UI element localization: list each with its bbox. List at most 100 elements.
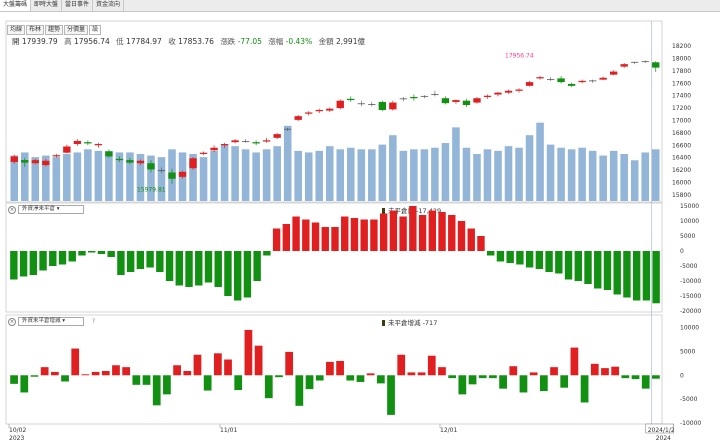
- candle-body: [347, 98, 355, 101]
- oi-bar: [156, 251, 164, 272]
- tab-realtime-market[interactable]: 即時大盤: [31, 0, 63, 11]
- oi-change-bar: [275, 375, 283, 378]
- oi-change-bar: [468, 375, 477, 385]
- oi-bar: [117, 251, 125, 275]
- candle-body: [42, 160, 50, 166]
- volume-bar: [588, 150, 597, 201]
- indicator-select[interactable]: 外資未平倉增減 ▾: [18, 317, 84, 326]
- panel2-header: × 外資淨未平倉 ▾: [8, 205, 84, 214]
- close-value: 17853.76: [178, 37, 214, 46]
- oi-bar: [545, 251, 553, 272]
- oi-change-bar: [417, 372, 426, 376]
- candle-body: [483, 95, 492, 97]
- tab-fund-flow[interactable]: 資金流向: [93, 0, 125, 11]
- volume-bar: [599, 155, 607, 201]
- oi-bar: [39, 251, 47, 271]
- oi-change-bar: [213, 353, 222, 376]
- oi-tick-label: -15000: [680, 293, 701, 300]
- candle-body: [452, 100, 460, 102]
- volume-bar: [641, 152, 650, 201]
- indicator-select[interactable]: 外資淨未平倉 ▾: [18, 205, 84, 214]
- panel3-legend: 未平倉增減 -717: [382, 317, 437, 327]
- close-icon[interactable]: ×: [8, 317, 16, 326]
- oi-bar: [399, 216, 407, 251]
- oi-change-bar: [50, 371, 59, 376]
- oi-change-bar: [173, 365, 181, 376]
- oi-change-bar: [407, 372, 416, 376]
- oi-change-bar: [570, 347, 579, 376]
- high-label: 高: [64, 37, 72, 46]
- oi-bar: [652, 251, 660, 304]
- volume-bar: [210, 150, 218, 201]
- oi-bar: [535, 251, 544, 269]
- subtab-ma[interactable]: 均線: [7, 25, 26, 35]
- oi-bar: [29, 251, 38, 275]
- volume-bar: [620, 154, 628, 201]
- oi-change-bar: [621, 375, 630, 379]
- close-label: 收: [168, 37, 176, 46]
- price-tick-label: 18000: [672, 56, 691, 63]
- oi-bar: [603, 251, 612, 290]
- oi-bar: [88, 251, 96, 253]
- volume-bar: [10, 155, 19, 201]
- subtab-settings[interactable]: 設: [89, 25, 102, 35]
- pct-label: 漲幅: [268, 37, 284, 46]
- oi-bar: [68, 251, 76, 262]
- candle-body: [262, 140, 271, 142]
- candle-body: [63, 146, 71, 153]
- candle-body: [652, 62, 660, 68]
- close-icon[interactable]: ×: [8, 205, 16, 214]
- oi-bar: [146, 251, 154, 268]
- oi-bar: [438, 212, 446, 251]
- oi-change-bar: [376, 375, 385, 384]
- legend-swatch: [382, 208, 385, 214]
- oi-change-bar: [305, 375, 314, 390]
- help-icon[interactable]: ?: [92, 318, 96, 325]
- candle-body: [52, 155, 61, 157]
- volume-bar: [431, 147, 439, 201]
- volume-bar: [441, 143, 450, 201]
- subtab-volume-profile[interactable]: 分價量: [64, 25, 89, 35]
- candle-body: [147, 163, 155, 170]
- oi-tick-label: -5000: [680, 263, 698, 270]
- candle-body: [494, 92, 502, 95]
- oi-change-bar: [183, 370, 192, 376]
- candle-body: [231, 140, 239, 143]
- x-tick-label: 12/01: [440, 427, 457, 434]
- tab-daily-events[interactable]: 當日事件: [62, 0, 94, 11]
- oi-bar: [185, 251, 193, 287]
- low-value: 17784.97: [126, 37, 162, 46]
- oi-bar: [282, 224, 291, 251]
- oi-bar: [418, 215, 427, 251]
- oi-bar: [360, 219, 368, 251]
- candle-body: [620, 64, 628, 67]
- oi-change-bar: [560, 375, 569, 388]
- oi-bar: [263, 251, 271, 256]
- candle-body: [315, 109, 323, 112]
- oi-change-bar: [40, 367, 49, 376]
- tab-market-chips[interactable]: 大盤籌碼: [0, 0, 32, 11]
- volume-bar: [399, 150, 408, 201]
- oi-bar: [136, 251, 145, 269]
- volume-bar: [357, 149, 366, 201]
- volume-bar: [31, 157, 40, 201]
- candle-body: [462, 100, 471, 106]
- oi-bar: [525, 251, 534, 268]
- oi-bar: [564, 251, 573, 280]
- volume-bar: [368, 149, 376, 201]
- low-label: 低: [116, 37, 124, 46]
- oi-bar: [428, 210, 437, 251]
- candle-body: [115, 158, 124, 161]
- oi-bar: [253, 251, 261, 281]
- oi-change-bar: [611, 366, 620, 376]
- subtab-bollinger[interactable]: 布林: [26, 25, 45, 35]
- candle-body: [220, 144, 229, 146]
- subtab-trend[interactable]: 趨勢: [45, 25, 64, 35]
- oi-change-bar: [641, 375, 650, 389]
- oi-change-bar: [550, 367, 558, 376]
- volume-bar: [42, 155, 50, 201]
- candle-body: [31, 160, 39, 164]
- oi-bar: [613, 251, 621, 295]
- volume-bar: [136, 154, 145, 201]
- volume-bar: [378, 144, 387, 201]
